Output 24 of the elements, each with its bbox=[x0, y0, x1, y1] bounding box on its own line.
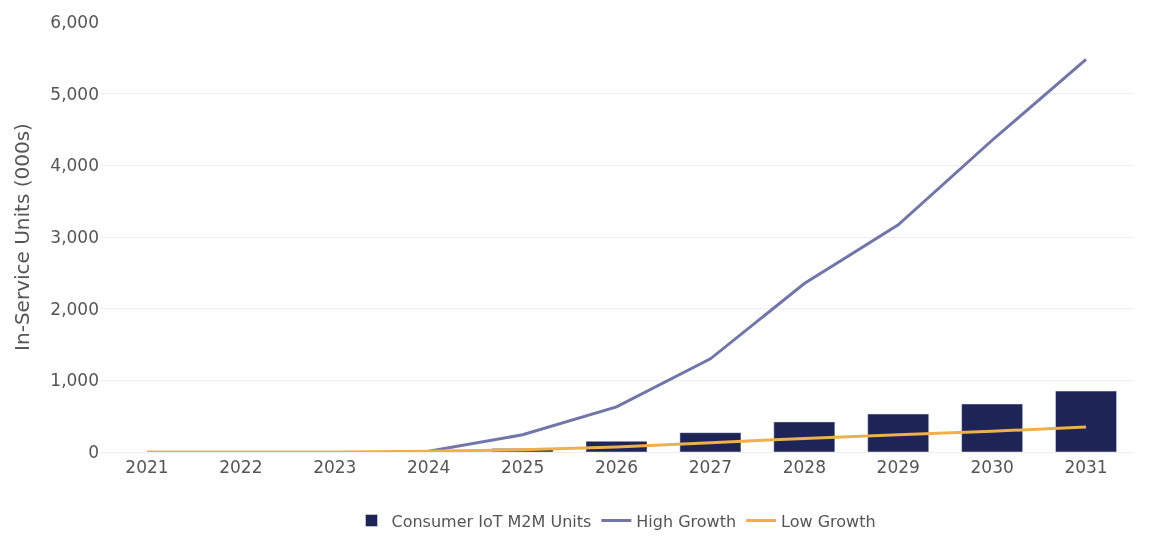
y-axis-title: In-Service Units (000s) bbox=[9, 123, 34, 351]
x-tick-label: 2028 bbox=[782, 457, 826, 478]
x-tick-label: 2022 bbox=[219, 457, 263, 478]
y-tick-label: 2,000 bbox=[50, 298, 99, 319]
legend-label: High Growth bbox=[636, 511, 737, 531]
y-tick-label: 1,000 bbox=[50, 370, 99, 391]
x-tick-label: 2024 bbox=[407, 457, 451, 478]
x-tick-label: 2030 bbox=[970, 457, 1014, 478]
y-tick-label: 3,000 bbox=[50, 226, 99, 247]
x-tick-label: 2031 bbox=[1064, 457, 1108, 478]
x-tick-label: 2029 bbox=[876, 457, 920, 478]
line-series bbox=[145, 425, 1088, 452]
line-series bbox=[427, 57, 1088, 452]
x-tick-label: 2021 bbox=[125, 457, 169, 478]
x-tick-label: 2027 bbox=[688, 457, 733, 478]
legend-label: Consumer IoT M2M Units bbox=[391, 511, 592, 531]
y-tick-label: 0 bbox=[88, 441, 99, 462]
x-tick-label: 2025 bbox=[500, 457, 545, 478]
y-tick-label: 4,000 bbox=[50, 155, 99, 176]
x-tick-label: 2023 bbox=[313, 457, 357, 478]
x-tick-label: 2026 bbox=[594, 457, 639, 478]
y-tick-label: 5,000 bbox=[50, 83, 99, 104]
y-tick-label: 6,000 bbox=[50, 11, 99, 32]
legend-label: Low Growth bbox=[781, 511, 876, 531]
